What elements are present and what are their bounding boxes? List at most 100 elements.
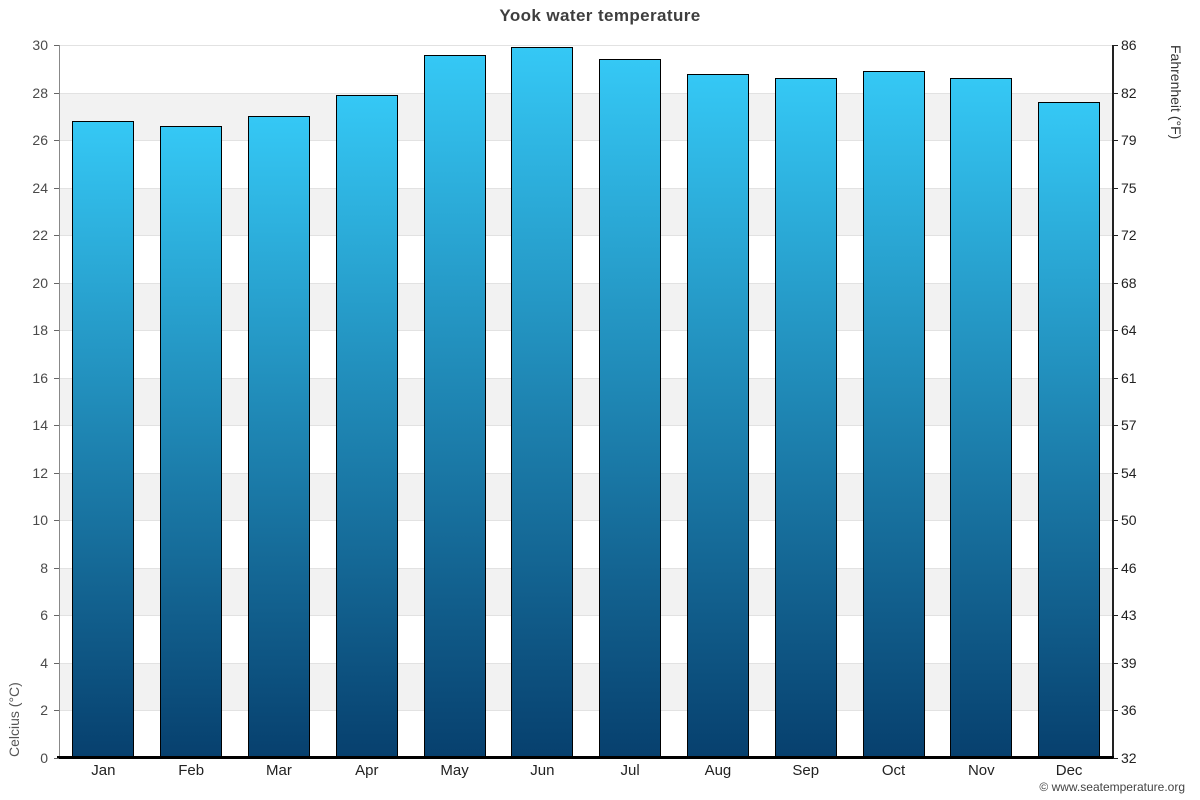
celsius-tick-label: 4: [40, 654, 48, 671]
fahrenheit-tick-mark: [1113, 282, 1118, 284]
y-axis-label-fahrenheit: Fahrenheit (°F): [1168, 45, 1184, 140]
grid-band: [59, 567, 1113, 615]
x-tick-label-feb: Feb: [178, 762, 205, 779]
fahrenheit-tick-label: 72: [1121, 227, 1137, 243]
fahrenheit-tick-label: 36: [1121, 702, 1137, 718]
fahrenheit-tick-mark: [1113, 567, 1118, 569]
grid-band: [59, 187, 1113, 235]
gridline: [59, 140, 1113, 141]
fahrenheit-tick-label: 79: [1121, 132, 1137, 148]
celsius-tick-mark: [54, 520, 59, 521]
gridline: [59, 425, 1113, 426]
y-axis-label-celsius: Celcius (°C): [6, 682, 22, 757]
celsius-tick-mark: [54, 282, 59, 284]
grid-band: [59, 662, 1113, 710]
celsius-tick-label: 14: [32, 417, 48, 433]
fahrenheit-tick-label: 86: [1121, 37, 1137, 53]
celsius-tick-label: 22: [32, 227, 48, 243]
celsius-tick-label: 6: [40, 607, 48, 623]
gridline: [59, 567, 1113, 569]
celsius-tick-label: 28: [32, 84, 48, 101]
fahrenheit-tick-label: 32: [1121, 749, 1137, 766]
x-tick-label-nov: Nov: [967, 762, 995, 779]
x-axis-baseline: [57, 756, 1114, 759]
fahrenheit-tick-label: 54: [1121, 464, 1137, 481]
celsius-tick-label: 30: [32, 37, 48, 53]
celsius-tick-mark: [54, 757, 59, 759]
celsius-tick-mark: [54, 330, 59, 331]
bar-apr: [335, 94, 398, 758]
gridline: [59, 282, 1113, 284]
fahrenheit-tick-mark: [1113, 330, 1118, 331]
x-tick-label-oct: Oct: [881, 762, 906, 779]
celsius-tick-mark: [54, 92, 59, 94]
gridline: [59, 377, 1113, 379]
fahrenheit-tick-mark: [1113, 140, 1118, 141]
grid-band: [59, 472, 1113, 520]
gridline: [59, 520, 1113, 521]
celsius-tick-mark: [54, 140, 59, 141]
fahrenheit-tick-label: 75: [1121, 179, 1137, 196]
celsius-tick-label: 8: [40, 559, 48, 576]
x-tick-label-jul: Jul: [620, 762, 640, 779]
celsius-tick-label: 0: [40, 749, 48, 766]
celsius-tick-label: 2: [40, 702, 48, 718]
celsius-tick-mark: [54, 45, 59, 46]
chart-title: Yook water temperature: [499, 6, 701, 25]
fahrenheit-tick-mark: [1113, 757, 1118, 759]
bar-nov: [950, 78, 1013, 758]
celsius-tick-mark: [54, 615, 59, 616]
fahrenheit-tick-label: 64: [1121, 322, 1137, 338]
bar-oct: [862, 71, 925, 758]
gridline: [59, 187, 1113, 189]
fahrenheit-tick-mark: [1113, 472, 1118, 474]
gridline: [59, 662, 1113, 664]
celsius-tick-label: 24: [32, 179, 48, 196]
gridline: [59, 235, 1113, 236]
celsius-tick-mark: [54, 567, 59, 569]
fahrenheit-tick-mark: [1113, 615, 1118, 616]
fahrenheit-tick-mark: [1113, 710, 1118, 711]
fahrenheit-tick-mark: [1113, 235, 1118, 236]
fahrenheit-tick-mark: [1113, 377, 1118, 379]
fahrenheit-tick-mark: [1113, 520, 1118, 521]
gridline: [59, 710, 1113, 711]
x-tick-label-jun: Jun: [530, 762, 555, 779]
x-tick-label-dec: Dec: [1055, 762, 1083, 779]
bar-feb: [160, 125, 223, 758]
gridline: [59, 472, 1113, 474]
x-tick-label-aug: Aug: [704, 762, 732, 779]
fahrenheit-tick-label: 46: [1121, 559, 1137, 576]
gridline: [59, 615, 1113, 616]
right-axis-line: [1112, 45, 1114, 758]
grid-band: [59, 92, 1113, 140]
celsius-tick-mark: [54, 425, 59, 426]
fahrenheit-tick-mark: [1113, 187, 1118, 189]
bar-aug: [686, 73, 749, 758]
plot-area: [59, 45, 1113, 759]
bar-jun: [511, 47, 574, 758]
celsius-tick-mark: [54, 710, 59, 711]
bar-dec: [1038, 102, 1101, 758]
x-tick-label-mar: Mar: [266, 762, 292, 779]
left-axis-line: [59, 45, 60, 758]
bar-mar: [247, 116, 310, 758]
fahrenheit-tick-mark: [1113, 45, 1118, 46]
celsius-tick-label: 12: [32, 464, 48, 481]
copyright-link[interactable]: © www.seatemperature.org: [1039, 780, 1185, 794]
fahrenheit-tick-label: 57: [1121, 417, 1137, 433]
fahrenheit-tick-label: 39: [1121, 654, 1137, 671]
celsius-tick-label: 26: [32, 132, 48, 148]
gridline: [59, 45, 1113, 46]
bar-jan: [72, 121, 135, 758]
celsius-tick-mark: [54, 662, 59, 664]
grid-band: [59, 282, 1113, 330]
celsius-tick-mark: [54, 235, 59, 236]
celsius-tick-label: 20: [32, 274, 48, 291]
gridline: [59, 330, 1113, 331]
celsius-tick-mark: [54, 377, 59, 379]
fahrenheit-tick-label: 68: [1121, 274, 1137, 291]
gridline: [59, 92, 1113, 94]
x-tick-label-apr: Apr: [355, 762, 379, 779]
